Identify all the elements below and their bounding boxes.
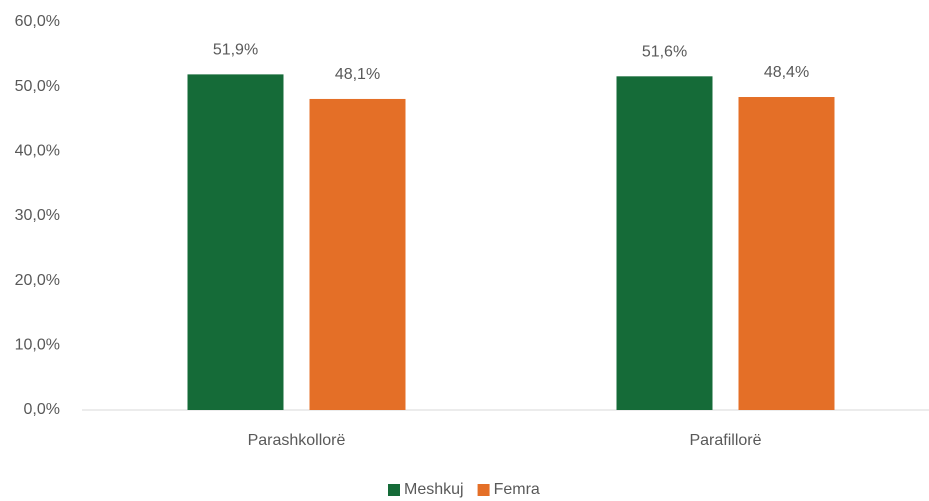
y-tick-label: 50,0% <box>15 78 60 95</box>
y-tick-label: 40,0% <box>15 143 60 160</box>
legend-label: Femra <box>494 481 540 498</box>
y-tick-label: 10,0% <box>15 337 60 354</box>
x-tick-label: Parashkollorë <box>248 432 346 449</box>
y-tick-label: 30,0% <box>15 207 60 224</box>
y-tick-label: 60,0% <box>15 13 60 30</box>
legend-swatch <box>477 484 490 496</box>
data-label: 51,6% <box>642 44 687 61</box>
x-tick-label: Parafillorë <box>689 432 761 449</box>
bar <box>309 98 406 410</box>
legend-label: Meshkuj <box>404 481 464 498</box>
data-label: 48,4% <box>764 64 809 81</box>
data-label: 48,1% <box>335 66 380 83</box>
y-tick-label: 20,0% <box>15 272 60 289</box>
bar <box>187 74 284 410</box>
bar <box>738 97 835 410</box>
data-label: 51,9% <box>213 42 258 59</box>
legend-swatch <box>388 484 400 496</box>
bar <box>616 76 713 410</box>
y-tick-label: 0,0% <box>24 401 60 418</box>
